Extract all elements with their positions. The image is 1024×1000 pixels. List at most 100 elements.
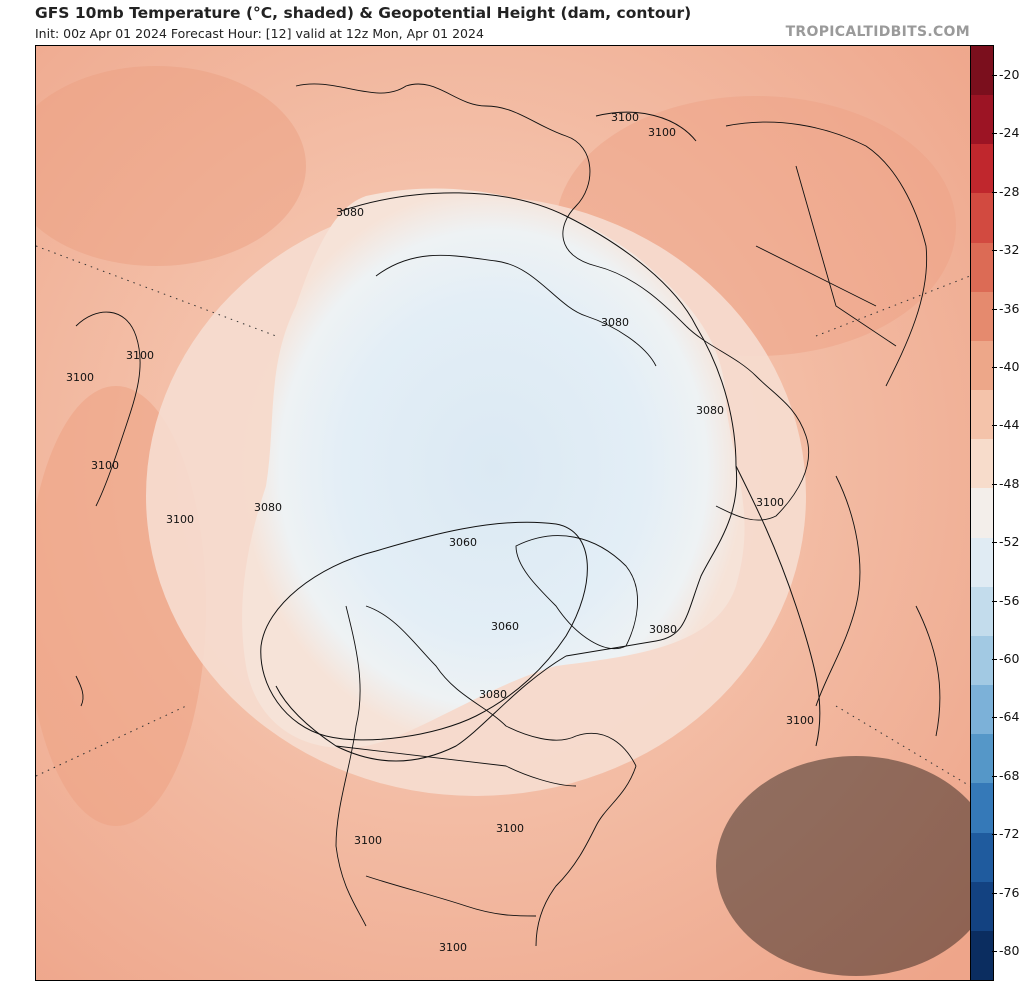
contour-label: 3100 [126,349,154,362]
colorbar-cell [971,390,993,440]
colorbar-tick-label: -80 [999,943,1020,958]
colorbar-tick [992,133,997,135]
meridian [36,705,187,777]
colorbar-tick [992,425,997,427]
colorbar-tick-label: -40 [999,359,1020,374]
colorbar-tick [992,951,997,952]
colorbar-tick-label: -48 [999,475,1020,491]
colorbar-tick-label: -56 [999,592,1020,608]
contour-label: 3100 [496,822,524,835]
warm-patch [36,66,306,266]
colorbar-cell [971,488,993,539]
colorbar-tick-label: -32 [999,242,1020,258]
coast-india [815,475,861,707]
colorbar-cell [971,291,993,342]
colorbar-tick-label: -60 [999,651,1020,666]
contour-3100-east [735,465,821,747]
source-watermark: TROPICALTIDBITS.COM [785,24,970,40]
colorbar-tick [992,308,997,310]
colorbar-tick [992,542,997,544]
colorbar-tick [992,600,997,602]
border-us-mexico [365,875,537,917]
meridian [815,275,970,337]
colorbar-tick-label: -72 [999,826,1020,842]
colorbar-cell [971,537,993,588]
colorbar-tick-label: -64 [999,709,1020,725]
colorbar-tick [992,483,997,485]
colorbar-cell [971,193,993,244]
contour-label: 3080 [336,206,364,219]
colorbar-cell [971,586,993,637]
colorbar-cell [971,242,993,293]
contour-3080 [340,192,738,657]
border-asia-1 [795,165,897,347]
coast-greenland [515,535,638,650]
contour-label: 3100 [166,513,194,526]
contour-label: 3100 [786,714,814,727]
chart-title: GFS 10mb Temperature (°C, shaded) & Geop… [35,4,692,22]
contour-label: 3080 [479,688,507,701]
contour-label: 3100 [91,459,119,472]
contour-label: 3080 [601,316,629,329]
contour-label: 3080 [649,623,677,636]
colorbar-tick [992,659,997,660]
forecast-info: Init: 00z Apr 01 2024 Forecast Hour: [12… [35,26,484,41]
contour-label: 3100 [66,371,94,384]
colorbar-cell [971,832,993,883]
contour-label: 3060 [449,536,477,549]
colorbar-cell [971,439,993,489]
contour-label: 3100 [439,941,467,954]
contour-label: 3100 [648,126,676,139]
island-hawaii [75,675,84,707]
temperature-colorbar [970,45,994,981]
contour-label: 3100 [611,111,639,124]
colorbar-tick-label: -76 [999,884,1020,900]
colorbar-tick-label: -52 [999,534,1020,550]
contour-3060 [260,521,588,741]
colorbar-cell [971,635,993,686]
meridian [835,705,970,787]
colorbar-cell [971,930,993,981]
coast-eurasia [295,83,687,327]
colorbar-cell [971,46,993,96]
colorbar-tick-label: -24 [999,125,1020,141]
border-us-canada [335,745,577,787]
polar-vortex [242,188,745,748]
coast-alaska [75,311,141,507]
colorbar-tick-label: -20 [999,67,1020,82]
colorbar-tick [992,75,997,76]
colorbar-cell [971,144,993,194]
colorbar-cell [971,95,993,145]
colorbar-cell [971,685,993,735]
colorbar-cell [971,340,993,391]
polar-map: 3100 3100 3080 3080 3100 3100 3100 3080 … [35,45,971,981]
coast-eastern-asia [725,121,928,387]
colorbar-tick-label: -44 [999,417,1020,433]
colorbar-tick [992,892,997,894]
border-asia-2 [755,245,877,307]
contour-label: 3080 [254,501,282,514]
colorbar-cell [971,881,993,932]
coast-asia-east [685,325,810,521]
contour-3100-north [595,111,697,142]
colorbar-cell [971,783,993,834]
contour-label: 3060 [491,620,519,633]
warm-patch [716,756,970,976]
colorbar-tick [992,367,997,368]
colorbar-cell [971,734,993,784]
contour-label: 3100 [756,496,784,509]
colorbar-tick-label: -36 [999,300,1020,316]
colorbar-tick [992,775,997,777]
coast-arctic [375,254,657,367]
colorbar-tick [992,191,997,193]
colorbar-tick [992,717,997,719]
contour-label: 3080 [696,404,724,417]
coast-canada [365,605,637,767]
coast-na-east [535,765,637,947]
coast-africa-tip [915,605,941,737]
contour-3100 [275,655,567,762]
colorbar-tick [992,834,997,836]
colorbar-tick-label: -68 [999,767,1020,783]
coast-na-west [335,605,367,927]
colorbar-tick [992,250,997,252]
